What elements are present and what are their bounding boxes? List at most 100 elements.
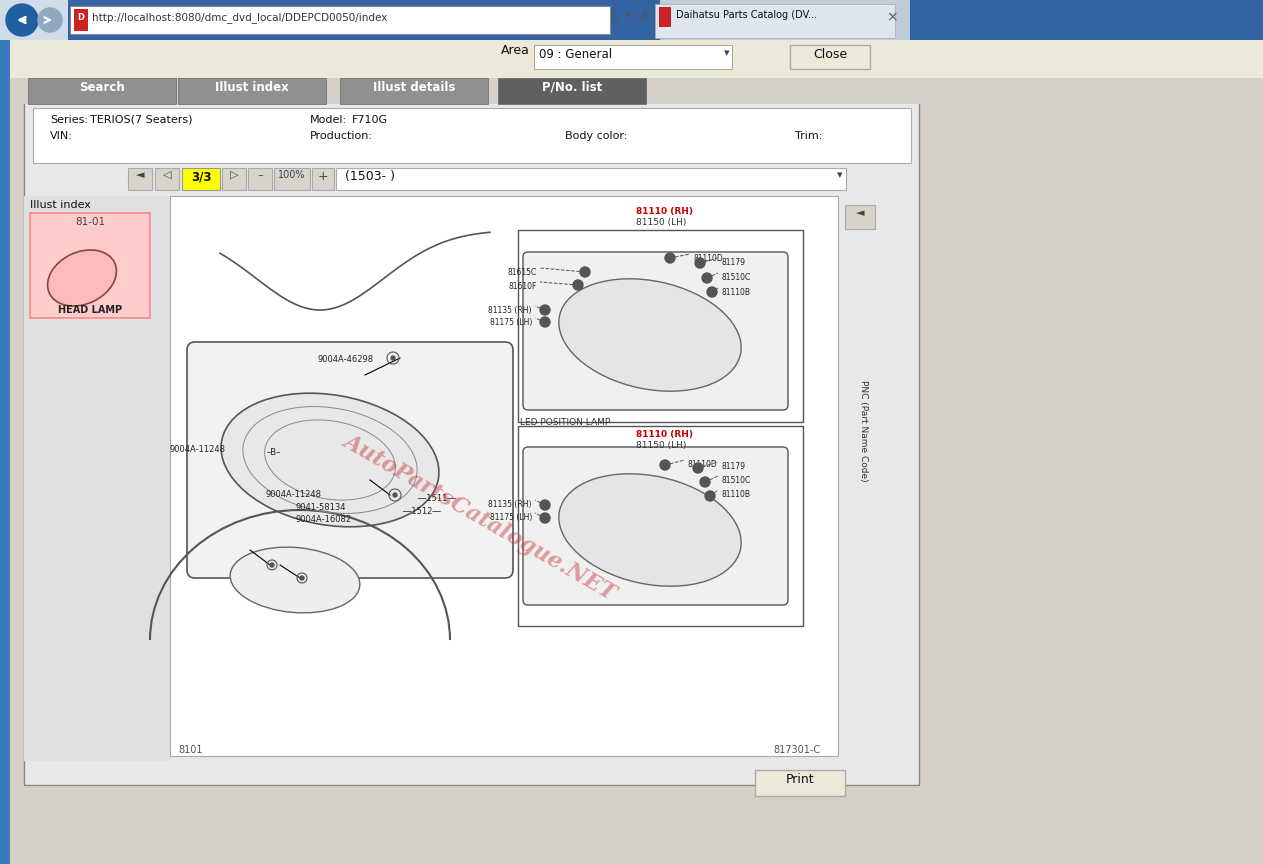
- Text: Trim:: Trim:: [794, 131, 822, 141]
- Circle shape: [270, 563, 274, 567]
- Bar: [312, 168, 333, 190]
- Text: 81615C: 81615C: [508, 268, 537, 277]
- Text: 81179: 81179: [721, 462, 745, 471]
- Bar: [171, 196, 837, 756]
- Bar: [518, 426, 803, 626]
- Text: ―1512―: ―1512―: [403, 507, 441, 516]
- Bar: [274, 168, 309, 190]
- Text: 81510C: 81510C: [721, 273, 750, 282]
- Text: 8101: 8101: [178, 745, 202, 755]
- Text: Daihatsu Parts Catalog (DV...: Daihatsu Parts Catalog (DV...: [676, 10, 817, 20]
- Text: Illust index: Illust index: [215, 81, 289, 94]
- Text: 81110 (RH): 81110 (RH): [637, 430, 693, 439]
- Bar: [0, 0, 1263, 40]
- Text: P/No. list: P/No. list: [542, 81, 602, 94]
- FancyBboxPatch shape: [187, 342, 513, 578]
- FancyBboxPatch shape: [523, 252, 788, 410]
- Bar: [75, 9, 88, 31]
- Bar: [24, 196, 171, 761]
- Bar: [534, 45, 733, 69]
- Circle shape: [707, 287, 717, 297]
- Ellipse shape: [221, 393, 440, 527]
- Text: TERIOS(7 Seaters): TERIOS(7 Seaters): [90, 115, 192, 125]
- Bar: [498, 78, 645, 104]
- Bar: [30, 213, 150, 318]
- Circle shape: [695, 258, 705, 268]
- Text: Model:: Model:: [309, 115, 347, 125]
- Bar: [659, 7, 671, 27]
- Text: 9041-58134: 9041-58134: [296, 503, 346, 512]
- Text: 81110B: 81110B: [721, 490, 750, 499]
- Circle shape: [702, 273, 712, 283]
- Ellipse shape: [558, 279, 741, 391]
- Bar: [69, 6, 610, 34]
- Circle shape: [573, 280, 584, 290]
- Text: 81110 (RH): 81110 (RH): [637, 207, 693, 216]
- Bar: [28, 78, 176, 104]
- Bar: [518, 230, 803, 422]
- Text: 817301-C: 817301-C: [773, 745, 820, 755]
- Bar: [0, 40, 1263, 78]
- Text: ◁: ◁: [163, 170, 172, 180]
- Text: Print: Print: [786, 773, 815, 786]
- Bar: [182, 168, 220, 190]
- Text: AutoPartsCatalogue.NET: AutoPartsCatalogue.NET: [340, 430, 620, 605]
- Text: 9004A-11248: 9004A-11248: [265, 490, 321, 499]
- Text: 81135 (RH): 81135 (RH): [489, 500, 532, 509]
- Bar: [336, 168, 846, 190]
- Text: Illust index: Illust index: [30, 200, 91, 210]
- Text: 81150 (LH): 81150 (LH): [637, 441, 686, 450]
- Bar: [33, 108, 911, 163]
- Text: Series:: Series:: [51, 115, 88, 125]
- Circle shape: [541, 317, 549, 327]
- Circle shape: [661, 460, 669, 470]
- Text: ◄: ◄: [135, 170, 144, 180]
- Circle shape: [393, 493, 397, 497]
- Bar: [0, 40, 10, 864]
- Text: –B–: –B–: [266, 448, 282, 457]
- Text: 81175 (LH): 81175 (LH): [490, 513, 532, 522]
- Text: 09 : General: 09 : General: [539, 48, 613, 61]
- FancyBboxPatch shape: [523, 447, 788, 605]
- Bar: [155, 168, 179, 190]
- Text: 81110D: 81110D: [693, 254, 722, 263]
- Circle shape: [666, 253, 674, 263]
- Bar: [222, 168, 246, 190]
- Circle shape: [6, 4, 38, 36]
- Text: 9004A-11248: 9004A-11248: [171, 445, 226, 454]
- Text: VIN:: VIN:: [51, 131, 73, 141]
- Text: ▾: ▾: [837, 170, 842, 180]
- Circle shape: [301, 576, 304, 580]
- Bar: [0, 78, 1263, 104]
- Text: ↺: ↺: [637, 10, 648, 24]
- Text: 3/3: 3/3: [191, 170, 211, 183]
- Text: Area: Area: [501, 44, 530, 57]
- Bar: [128, 168, 152, 190]
- Bar: [24, 100, 919, 785]
- Text: ◄: ◄: [856, 208, 864, 218]
- Text: PNC (Part Name Code): PNC (Part Name Code): [860, 380, 869, 481]
- Text: Search: Search: [80, 81, 125, 94]
- Text: Body color:: Body color:: [565, 131, 628, 141]
- Text: ▾: ▾: [724, 48, 730, 58]
- Bar: [755, 770, 845, 796]
- Bar: [178, 78, 326, 104]
- Text: F710G: F710G: [352, 115, 388, 125]
- Circle shape: [541, 500, 549, 510]
- Text: 81610F: 81610F: [509, 282, 537, 291]
- Circle shape: [541, 305, 549, 315]
- Bar: [845, 205, 875, 229]
- Circle shape: [700, 477, 710, 487]
- Text: –: –: [258, 170, 263, 180]
- Bar: [340, 78, 488, 104]
- Text: D: D: [77, 13, 85, 22]
- Text: 9004A-16082: 9004A-16082: [296, 515, 351, 524]
- Text: ▾: ▾: [625, 10, 630, 20]
- Circle shape: [38, 8, 62, 32]
- Bar: [248, 168, 272, 190]
- Text: 81150 (LH): 81150 (LH): [637, 218, 686, 227]
- Text: HEAD LAMP: HEAD LAMP: [58, 305, 123, 315]
- Bar: [0, 0, 1263, 40]
- Text: http://localhost:8080/dmc_dvd_local/DDEPCD0050/index: http://localhost:8080/dmc_dvd_local/DDEP…: [92, 12, 388, 23]
- Circle shape: [392, 356, 395, 360]
